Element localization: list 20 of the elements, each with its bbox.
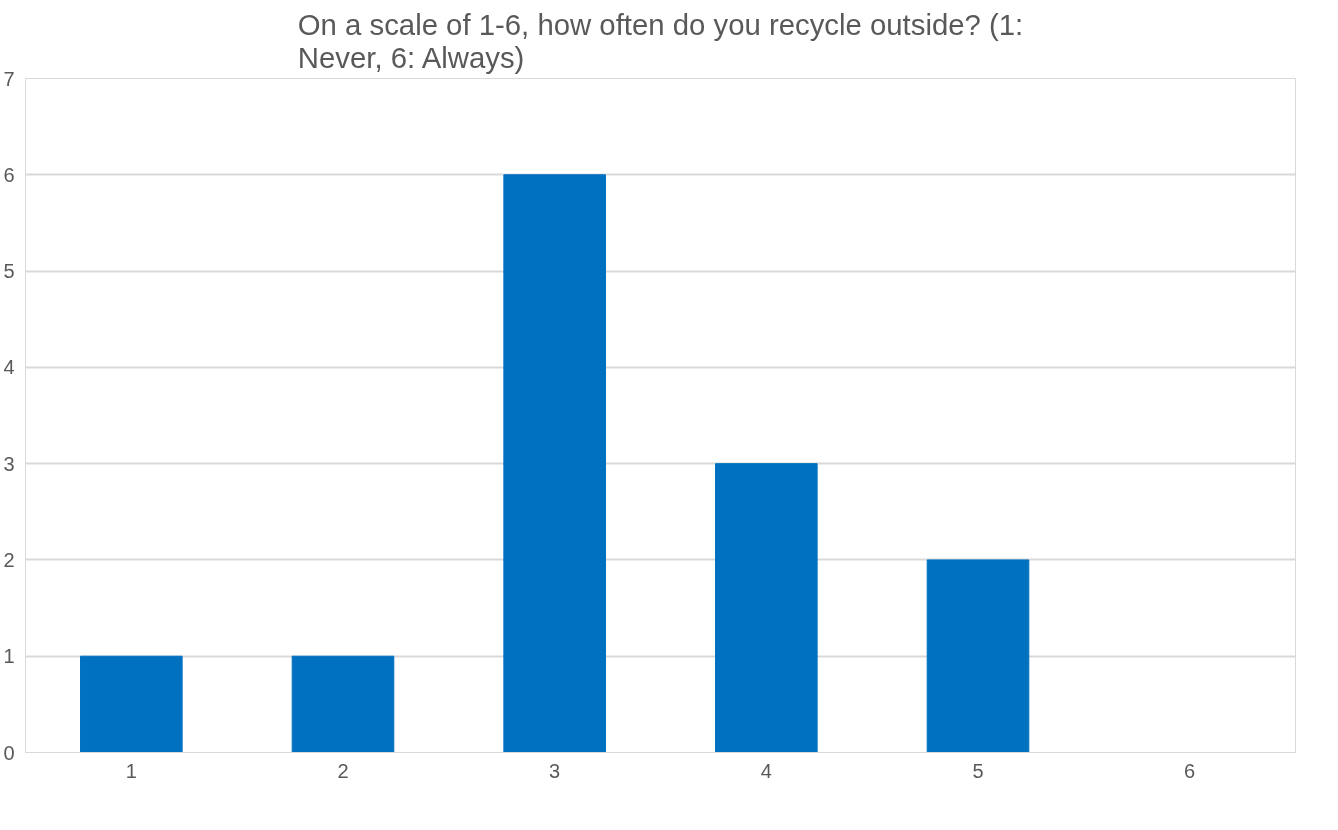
bar	[80, 655, 183, 753]
y-tick-label: 0	[3, 741, 15, 764]
x-tick-label: 5	[972, 759, 984, 782]
bar	[715, 463, 818, 753]
bar	[926, 559, 1030, 753]
x-tick-label: 4	[760, 759, 772, 782]
y-tick-label: 5	[3, 260, 15, 283]
x-tick-label: 3	[549, 759, 561, 782]
chart-title: On a scale of 1-6, how often do you recycle outside? (1: Never, 6: Always)	[297, 7, 1024, 74]
y-tick-label: 7	[3, 67, 15, 90]
y-tick-label: 2	[3, 548, 15, 571]
x-tick-label: 6	[1184, 759, 1196, 782]
y-tick-label: 1	[3, 645, 15, 668]
y-tick-label: 3	[3, 452, 15, 475]
x-tick-label: 2	[337, 759, 349, 782]
x-tick-label: 1	[125, 759, 137, 782]
y-tick-label: 4	[3, 356, 15, 379]
bar	[503, 174, 606, 753]
bar	[291, 655, 395, 753]
y-tick-label: 6	[3, 163, 15, 186]
